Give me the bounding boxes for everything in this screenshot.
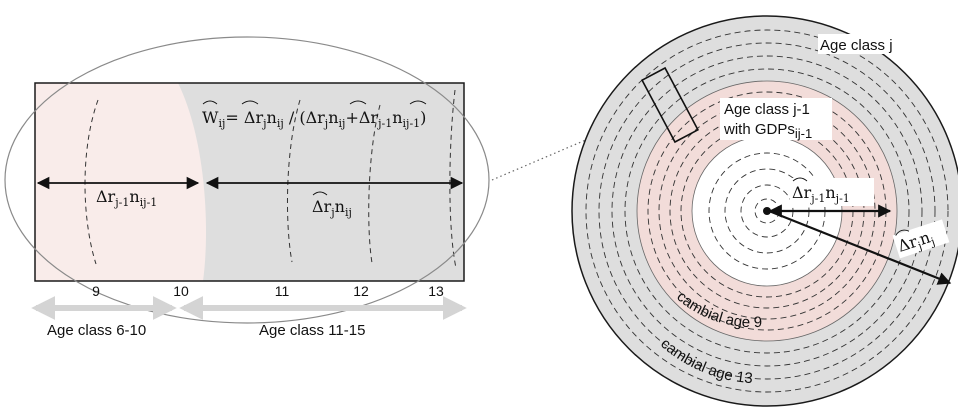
weight-formula: Wij= Δrjnij / (Δrjnij+Δrj-1nij-1): [202, 108, 426, 130]
age-class-prev-label-line2: with GDPsij-1: [723, 121, 812, 141]
outer-radius-hat-mark: [895, 229, 910, 236]
outer-radius-arrow: [768, 209, 952, 285]
ring-boundary-13: [449, 89, 457, 269]
inner-radius-label: Δrj-1nj-1: [792, 183, 850, 205]
inner-radius-label-bg: [790, 178, 874, 206]
tick-label-11: 11: [275, 283, 290, 299]
formula-hat-marks: [202, 100, 427, 105]
core-sample-rect: [641, 66, 699, 144]
age-class-11-15-label: Age class 11-15: [259, 322, 365, 339]
age-class-j-label: Age class j: [820, 37, 893, 54]
ring-boundary-11: [286, 99, 301, 263]
age-class-j-label-bg: [818, 34, 906, 54]
tick-label-13: 13: [428, 283, 444, 299]
prev-class-width-label: Δrj-1nij-1: [96, 187, 157, 209]
tick-label-12: 12: [353, 283, 369, 299]
inner-radius-hat-mark: [792, 177, 808, 182]
zoom-ellipse: [4, 36, 490, 324]
curr-class-hat-mark: [312, 191, 328, 196]
curr-class-width-label: Δrjnij: [312, 197, 352, 219]
wood-sample-panel: Wij= Δrjnij / (Δrjnij+Δrj-1nij-1) Δrj-1n…: [4, 36, 490, 339]
age-class-6-10-label: Age class 6-10: [47, 322, 146, 339]
tick-label-10: 10: [173, 283, 189, 299]
tick-label-9: 9: [92, 283, 100, 299]
wood-sample-outline: [34, 82, 465, 282]
age-class-prev-label-line1: Age class j-1: [724, 101, 810, 118]
stem-cross-section: Age class j Age class j-1 with GDPsij-1 …: [571, 15, 958, 407]
previous-age-class-region: [35, 83, 207, 281]
outer-radius-label-bg: [892, 219, 950, 259]
outer-radius-label-group: Δrjnj: [892, 219, 950, 259]
age-class-prev-label-bg: [720, 98, 832, 140]
